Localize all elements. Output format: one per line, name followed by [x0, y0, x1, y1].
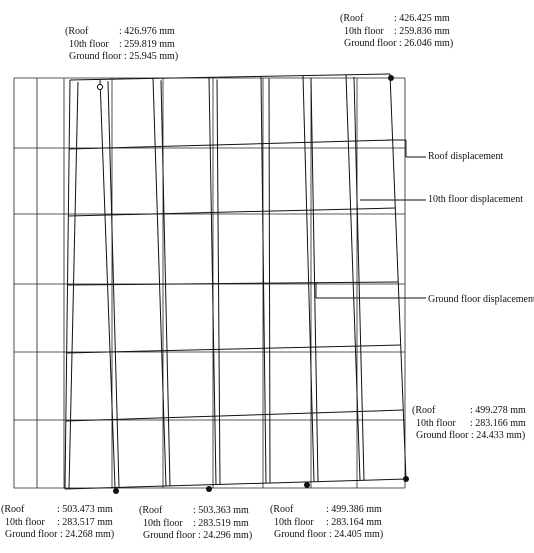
- label-roof-key: (Roof: [412, 405, 436, 416]
- deformed-column-line: [152, 78, 167, 487]
- deformed-column-line: [260, 76, 267, 484]
- label-tenth-key: 10th floor: [344, 25, 384, 37]
- deformed-column-line: [160, 80, 171, 487]
- label-roof-value: : 426.425 mm: [394, 13, 450, 24]
- node-top-left: [96, 83, 104, 91]
- deformed-floor-line: [69, 73, 391, 81]
- label-mid-right: (Roof : 499.278 mm 10th floor : 283.166 mm…: [412, 405, 526, 443]
- label-bottom-2: (Roof : 503.363 mm 10th floor : 283.519 mm…: [139, 505, 252, 543]
- label-bottom-1: (Roof : 503.473 mm 10th floor : 283.517 mm…: [1, 504, 114, 542]
- label-ground: Ground floor : 24.296 mm): [143, 530, 253, 541]
- label-ground: Ground floor : 24.433 mm): [416, 430, 526, 441]
- label-tenth-key: 10th floor: [274, 516, 314, 528]
- label-roof-key: (Roof: [340, 13, 364, 24]
- label-roof-value: : 499.278 mm: [470, 405, 526, 416]
- deformed-floor-line: [65, 409, 404, 422]
- node-top-right: [388, 75, 394, 81]
- deformed-grid: [64, 73, 407, 490]
- label-roof-key: (Roof: [270, 504, 294, 515]
- label-roof-value: : 503.473 mm: [57, 504, 113, 515]
- label-top-right: (Roof : 426.425 mm 10th floor : 259.836 mm…: [340, 13, 453, 51]
- label-top-left: (Roof : 426.976 mm 10th floor : 259.819 mm…: [65, 26, 178, 64]
- deformed-column-line: [353, 76, 365, 481]
- deformed-floor-line: [68, 207, 396, 217]
- label-roof-key: (Roof: [65, 26, 89, 37]
- deformed-column-line: [345, 74, 361, 481]
- label-ground: Ground floor : 24.405 mm): [274, 529, 384, 540]
- deformed-column-line: [302, 75, 315, 482]
- label-roof-value: : 426.976 mm: [119, 26, 175, 37]
- node-mid-right: [403, 476, 409, 482]
- deformed-floor-line: [69, 139, 393, 150]
- label-roof-value: : 503.363 mm: [193, 505, 249, 516]
- undeformed-grid: [13, 77, 406, 489]
- deformed-column-line: [268, 78, 271, 484]
- callout-roof-displacement: Roof displacement: [428, 151, 504, 162]
- callout-leaders: [315, 139, 426, 299]
- label-tenth-key: 10th floor: [416, 417, 456, 429]
- label-tenth-value: : 283.517 mm: [57, 516, 113, 528]
- deformed-column-line: [389, 73, 407, 480]
- label-tenth-value: : 283.164 mm: [326, 516, 382, 528]
- label-roof-key: (Roof: [139, 505, 163, 516]
- label-ground: Ground floor : 26.046 mm): [344, 38, 454, 49]
- label-tenth-key: 10th floor: [143, 517, 183, 529]
- deformed-floor-line: [64, 478, 407, 490]
- callout-ground-floor-displacement: Ground floor displacement: [428, 294, 534, 305]
- label-tenth-key: 10th floor: [5, 516, 45, 528]
- label-bottom-3: (Roof : 499.386 mm 10th floor : 283.164 mm…: [270, 504, 383, 542]
- callout-tenth-floor-displacement: 10th floor displacement: [428, 194, 523, 205]
- node-bottom-1: [113, 488, 119, 494]
- label-roof-key: (Roof: [1, 504, 25, 515]
- label-ground: Ground floor : 25.945 mm): [69, 51, 179, 62]
- label-roof-value: : 499.386 mm: [326, 504, 382, 515]
- node-bottom-2: [206, 486, 212, 492]
- deformed-floor-line: [67, 281, 399, 286]
- deformed-column-line: [310, 77, 319, 482]
- label-tenth-value: : 283.166 mm: [470, 417, 526, 429]
- label-tenth-key: 10th floor: [69, 38, 109, 50]
- deformed-floor-line: [66, 344, 401, 354]
- deformed-column-line: [68, 81, 79, 490]
- label-tenth-value: : 283.519 mm: [193, 517, 249, 529]
- node-bottom-3: [304, 482, 310, 488]
- label-ground: Ground floor : 24.268 mm): [5, 529, 115, 540]
- deformed-column-line: [208, 77, 217, 485]
- deformed-column-line: [99, 79, 116, 488]
- corner-nodes: [96, 75, 409, 494]
- label-tenth-value: : 259.836 mm: [394, 25, 450, 37]
- label-tenth-value: : 259.819 mm: [119, 38, 175, 50]
- deformed-column-line: [216, 79, 221, 485]
